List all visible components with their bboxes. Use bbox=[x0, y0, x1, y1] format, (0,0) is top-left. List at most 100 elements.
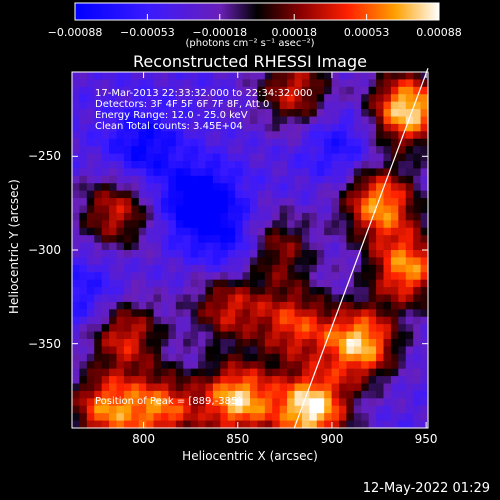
heatmap-cell bbox=[272, 183, 281, 192]
heatmap-cell bbox=[301, 205, 310, 214]
heatmap-cell bbox=[301, 279, 310, 288]
heatmap-cell bbox=[287, 72, 296, 81]
heatmap-cell bbox=[361, 250, 370, 259]
heatmap-cell bbox=[250, 398, 259, 407]
heatmap-cell bbox=[361, 123, 370, 132]
heatmap-cell bbox=[72, 205, 81, 214]
heatmap-cell bbox=[72, 331, 81, 340]
heatmap-cell bbox=[86, 413, 95, 422]
heatmap-cell bbox=[324, 116, 333, 125]
heatmap-cell bbox=[287, 250, 296, 259]
heatmap-cell bbox=[272, 390, 281, 399]
heatmap-cell bbox=[272, 346, 281, 355]
heatmap-cell bbox=[420, 175, 429, 184]
heatmap-cell bbox=[220, 109, 229, 118]
heatmap-cell bbox=[331, 138, 340, 147]
heatmap-cell bbox=[257, 405, 266, 414]
heatmap-cell bbox=[116, 413, 125, 422]
heatmap-cell bbox=[405, 339, 414, 348]
heatmap-cell bbox=[324, 405, 333, 414]
heatmap-cell bbox=[198, 353, 207, 362]
heatmap-cell bbox=[146, 183, 155, 192]
heatmap-cell bbox=[109, 287, 118, 296]
heatmap-cell bbox=[242, 309, 251, 318]
heatmap-cell bbox=[257, 153, 266, 162]
heatmap-cell bbox=[383, 390, 392, 399]
heatmap-cell bbox=[86, 301, 95, 310]
heatmap-cell bbox=[361, 390, 370, 399]
heatmap-cell bbox=[339, 198, 348, 207]
heatmap-cell bbox=[146, 413, 155, 422]
heatmap-cell bbox=[146, 116, 155, 125]
heatmap-cell bbox=[346, 331, 355, 340]
heatmap-cell bbox=[153, 250, 162, 259]
heatmap-cell bbox=[198, 420, 207, 429]
heatmap-cell bbox=[279, 353, 288, 362]
heatmap-cell bbox=[376, 72, 385, 81]
heatmap-cell bbox=[376, 420, 385, 429]
heatmap-cell bbox=[368, 131, 377, 140]
heatmap-cell bbox=[212, 287, 221, 296]
heatmap-cell bbox=[72, 250, 81, 259]
heatmap-cell bbox=[324, 138, 333, 147]
heatmap-cell bbox=[301, 331, 310, 340]
heatmap-cell bbox=[331, 316, 340, 325]
heatmap-cell bbox=[175, 205, 184, 214]
heatmap-cell bbox=[390, 109, 399, 118]
heatmap-cell bbox=[390, 353, 399, 362]
heatmap-cell bbox=[257, 235, 266, 244]
heatmap-cell bbox=[168, 138, 177, 147]
heatmap-cell bbox=[331, 227, 340, 236]
heatmap-cell bbox=[390, 183, 399, 192]
heatmap-cell bbox=[331, 212, 340, 221]
heatmap-cell bbox=[316, 79, 325, 88]
heatmap-cell bbox=[390, 413, 399, 422]
heatmap-cell bbox=[220, 101, 229, 110]
heatmap-cell bbox=[190, 153, 199, 162]
heatmap-cell bbox=[376, 346, 385, 355]
heatmap-cell bbox=[250, 161, 259, 170]
heatmap-cell bbox=[301, 175, 310, 184]
heatmap-cell bbox=[279, 383, 288, 392]
heatmap-cell bbox=[398, 279, 407, 288]
heatmap-cell bbox=[316, 138, 325, 147]
heatmap-cell bbox=[398, 205, 407, 214]
heatmap-cell bbox=[101, 183, 110, 192]
heatmap-cell bbox=[272, 168, 281, 177]
heatmap-cell bbox=[353, 168, 362, 177]
heatmap-cell bbox=[361, 86, 370, 95]
heatmap-cell bbox=[227, 183, 236, 192]
heatmap-cell bbox=[153, 309, 162, 318]
heatmap-cell bbox=[198, 175, 207, 184]
heatmap-cell bbox=[183, 190, 192, 199]
heatmap-cell bbox=[168, 227, 177, 236]
heatmap-cell bbox=[272, 257, 281, 266]
heatmap-cell bbox=[398, 264, 407, 273]
heatmap-cell bbox=[346, 376, 355, 385]
heatmap-cell bbox=[420, 353, 429, 362]
heatmap-cell bbox=[316, 272, 325, 281]
heatmap-cell bbox=[257, 287, 266, 296]
heatmap-cell bbox=[413, 353, 422, 362]
heatmap-cell bbox=[235, 72, 244, 81]
heatmap-cell bbox=[227, 175, 236, 184]
heatmap-cell bbox=[109, 168, 118, 177]
heatmap-cell bbox=[101, 94, 110, 103]
heatmap-cell bbox=[205, 94, 214, 103]
heatmap-cell bbox=[190, 331, 199, 340]
heatmap-cell bbox=[264, 205, 273, 214]
heatmap-cell bbox=[257, 279, 266, 288]
heatmap-cell bbox=[346, 79, 355, 88]
heatmap-cell bbox=[138, 346, 147, 355]
heatmap-cell bbox=[212, 279, 221, 288]
heatmap-cell bbox=[398, 309, 407, 318]
heatmap-cell bbox=[190, 383, 199, 392]
heatmap-cell bbox=[94, 235, 103, 244]
heatmap-cell bbox=[242, 131, 251, 140]
heatmap-cell bbox=[257, 383, 266, 392]
heatmap-cell bbox=[101, 79, 110, 88]
heatmap-cell bbox=[72, 309, 81, 318]
heatmap-cell bbox=[190, 339, 199, 348]
heatmap-cell bbox=[264, 324, 273, 333]
heatmap-cell bbox=[146, 220, 155, 229]
